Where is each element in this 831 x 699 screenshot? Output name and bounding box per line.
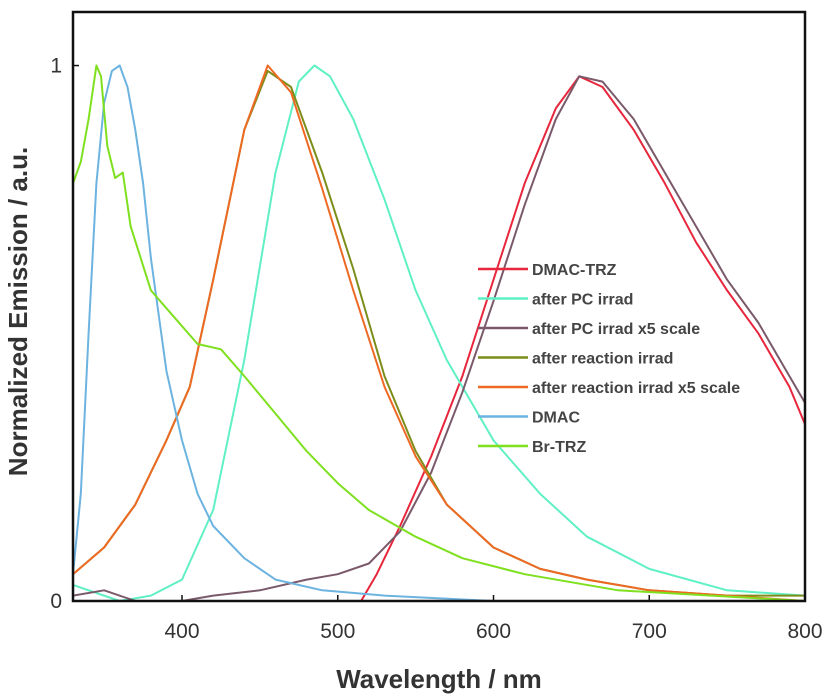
x-tick-label: 400 [164, 620, 199, 643]
legend-label: after PC irrad [532, 292, 633, 309]
series-line-after-pc-irrad-x5-scale [72, 75, 806, 602]
legend-label: after PC irrad x5 scale [532, 321, 700, 338]
legend-label: Br-TRZ [532, 439, 586, 456]
series-line-dmac [72, 64, 806, 602]
x-tick-label: 700 [632, 620, 667, 643]
y-axis-ticks: 01 [50, 55, 79, 613]
y-tick-label: 1 [50, 55, 62, 78]
y-axis-label: Normalized Emission / a.u. [3, 147, 33, 476]
legend-label: after reaction irrad x5 scale [532, 380, 740, 397]
series-line-br-trz [72, 64, 806, 602]
legend: DMAC-TRZ after PC irrad after PC irrad x5 … [478, 262, 740, 456]
x-tick-label: 500 [320, 620, 355, 643]
x-tick-label: 600 [476, 620, 511, 643]
x-axis-ticks: 400 500 600 700 800 [164, 595, 823, 643]
x-axis-label: Wavelength / nm [336, 664, 542, 694]
legend-label: after reaction irrad [532, 351, 673, 368]
series-line-after-pc-irrad [72, 64, 806, 602]
series-line-after-reaction-irrad-x5-scale [72, 64, 806, 602]
plot-frame [71, 10, 807, 603]
x-tick-label: 800 [787, 620, 822, 643]
y-tick-label: 0 [50, 590, 62, 613]
legend-label: DMAC-TRZ [532, 262, 617, 279]
plot-lines [72, 64, 806, 602]
series-line-dmac-trz [360, 75, 806, 602]
legend-label: DMAC [532, 410, 580, 427]
